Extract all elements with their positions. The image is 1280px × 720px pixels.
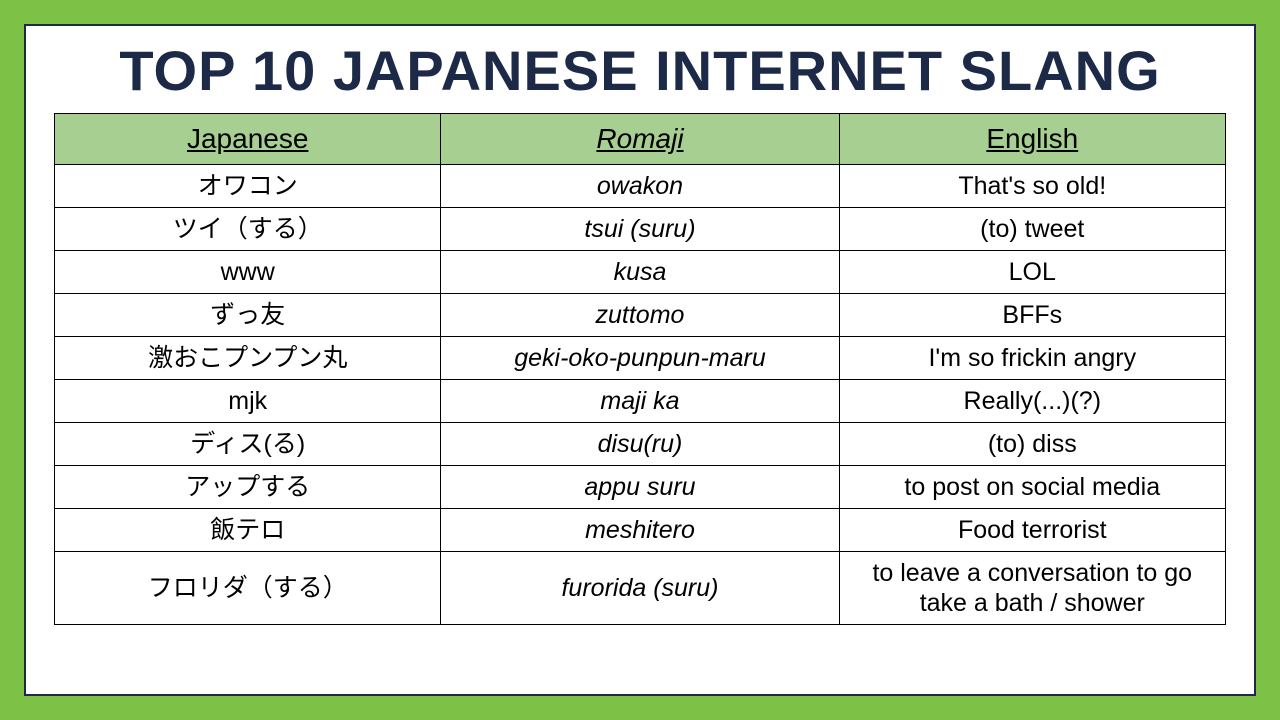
cell-english: That's so old! — [839, 164, 1225, 207]
cell-romaji: geki-oko-punpun-maru — [441, 336, 839, 379]
cell-japanese: www — [55, 250, 441, 293]
cell-romaji: kusa — [441, 250, 839, 293]
cell-english: Food terrorist — [839, 508, 1225, 551]
cell-romaji: meshitero — [441, 508, 839, 551]
col-header-japanese: Japanese — [55, 114, 441, 165]
cell-romaji: owakon — [441, 164, 839, 207]
cell-english: to post on social media — [839, 465, 1225, 508]
cell-japanese: アップする — [55, 465, 441, 508]
table-row: ディス(る) disu(ru) (to) diss — [55, 422, 1226, 465]
table-row: ツイ（する） tsui (suru) (to) tweet — [55, 207, 1226, 250]
cell-japanese: フロリダ（する） — [55, 551, 441, 624]
cell-romaji: zuttomo — [441, 293, 839, 336]
cell-japanese: 飯テロ — [55, 508, 441, 551]
cell-japanese: ディス(る) — [55, 422, 441, 465]
cell-romaji: furorida (suru) — [441, 551, 839, 624]
table-row: www kusa LOL — [55, 250, 1226, 293]
content-panel: TOP 10 JAPANESE INTERNET SLANG Japanese … — [24, 24, 1256, 696]
cell-japanese: ツイ（する） — [55, 207, 441, 250]
table-row: フロリダ（する） furorida (suru) to leave a conv… — [55, 551, 1226, 624]
cell-japanese: mjk — [55, 379, 441, 422]
col-header-english: English — [839, 114, 1225, 165]
cell-english: LOL — [839, 250, 1225, 293]
page-title: TOP 10 JAPANESE INTERNET SLANG — [54, 38, 1226, 103]
cell-english: to leave a conversation to go take a bat… — [839, 551, 1225, 624]
table-row: 激おこプンプン丸 geki-oko-punpun-maru I'm so fri… — [55, 336, 1226, 379]
table-row: mjk maji ka Really(...)(?) — [55, 379, 1226, 422]
cell-english: I'm so frickin angry — [839, 336, 1225, 379]
table-row: 飯テロ meshitero Food terrorist — [55, 508, 1226, 551]
cell-romaji: disu(ru) — [441, 422, 839, 465]
cell-japanese: オワコン — [55, 164, 441, 207]
table-header-row: Japanese Romaji English — [55, 114, 1226, 165]
cell-english: (to) diss — [839, 422, 1225, 465]
cell-romaji: maji ka — [441, 379, 839, 422]
cell-romaji: tsui (suru) — [441, 207, 839, 250]
cell-english: Really(...)(?) — [839, 379, 1225, 422]
cell-japanese: ずっ友 — [55, 293, 441, 336]
table-row: オワコン owakon That's so old! — [55, 164, 1226, 207]
cell-english: (to) tweet — [839, 207, 1225, 250]
cell-japanese: 激おこプンプン丸 — [55, 336, 441, 379]
cell-english: BFFs — [839, 293, 1225, 336]
slang-table: Japanese Romaji English オワコン owakon That… — [54, 113, 1226, 625]
col-header-romaji: Romaji — [441, 114, 839, 165]
table-row: ずっ友 zuttomo BFFs — [55, 293, 1226, 336]
table-row: アップする appu suru to post on social media — [55, 465, 1226, 508]
cell-romaji: appu suru — [441, 465, 839, 508]
